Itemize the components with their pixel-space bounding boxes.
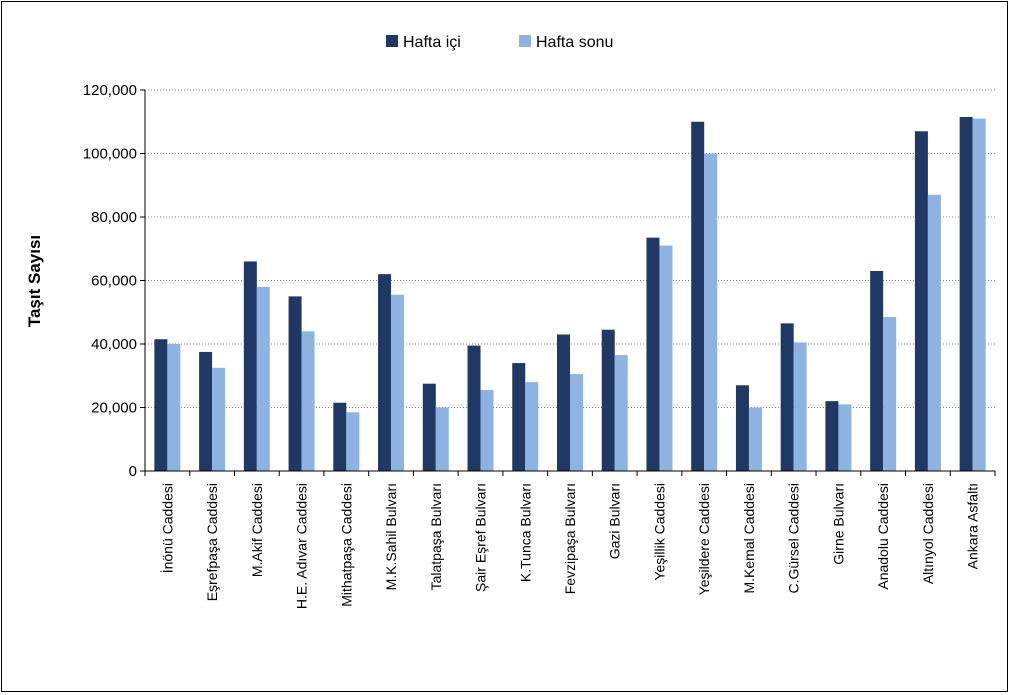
bar-hafta-sonu	[927, 194, 941, 471]
bar-hafta-ici	[825, 401, 839, 471]
bar-hafta-sonu	[167, 344, 181, 471]
y-tick-label: 40,000	[91, 336, 137, 353]
bar-hafta-ici	[959, 116, 973, 472]
x-tick-label: M.Akif Caddesi	[249, 483, 265, 577]
bar-hafta-ici	[557, 334, 570, 471]
legend-label-hafta-ici: Hafta içi	[403, 34, 461, 51]
bar-hafta-ici	[780, 323, 794, 471]
x-tick-label: Ankara Asfaltı	[965, 483, 981, 569]
bar-hafta-ici	[467, 345, 481, 471]
bar-hafta-ici	[735, 385, 749, 471]
x-tick-label: Gazi Bulvarı	[607, 483, 623, 559]
bar-hafta-sonu	[704, 153, 718, 471]
bar-hafta-sonu	[525, 382, 539, 471]
bar-hafta-ici	[378, 274, 392, 471]
bar-hafta-sonu	[570, 374, 583, 471]
bar-hafta-ici	[288, 296, 302, 471]
bar-hafta-sonu	[793, 342, 807, 471]
x-tick-label: H.E. Adıvar Caddesi	[294, 483, 310, 609]
legend: Hafta içi Hafta sonu	[386, 34, 613, 51]
bar-hafta-sonu	[346, 412, 360, 471]
y-tick-label: 60,000	[91, 273, 137, 290]
bar-hafta-ici	[199, 351, 213, 471]
y-axis-label: Taşıt Sayısı	[25, 235, 44, 327]
x-axis-labels: İnönü Caddesi Eşrefpaşa Caddesi M.Akif Cad…	[158, 483, 980, 609]
x-tick-label: Girne Bulvarı	[830, 483, 846, 565]
bar-hafta-ici	[870, 270, 884, 471]
bar-hafta-sonu	[614, 355, 628, 471]
legend-swatch-hafta-ici	[386, 35, 398, 47]
bar-hafta-ici	[601, 329, 615, 471]
y-tick-label: 100,000	[83, 146, 137, 163]
x-tick-label: Şair Eşref Bulvarı	[473, 483, 489, 592]
bar-hafta-ici	[646, 237, 660, 471]
legend-label-hafta-sonu: Hafta sonu	[536, 34, 613, 51]
axes	[144, 90, 996, 476]
x-tick-label: Eşrefpaşa Caddesi	[204, 483, 220, 601]
bar-hafta-sonu	[301, 331, 315, 471]
bar-hafta-ici	[691, 121, 705, 471]
y-tick-label: 120,000	[83, 82, 137, 99]
x-tick-label: İnönü Caddesi	[158, 483, 175, 573]
bar-hafta-sonu	[256, 286, 270, 471]
bar-hafta-sonu	[748, 407, 762, 471]
y-axis-ticks: 0 20,000 40,000 60,000 80,000 100,000 120,000	[83, 82, 145, 480]
bar-hafta-ici	[512, 363, 526, 471]
legend-swatch-hafta-sonu	[519, 35, 531, 47]
x-tick-label: M.Kemal Caddesi	[741, 483, 757, 594]
x-tick-label: Mithatpaşa Caddesi	[338, 483, 354, 607]
x-tick-label: K.Tunca Bulvarı	[517, 483, 533, 582]
x-tick-label: C.Gürsel Caddesi	[786, 483, 802, 594]
bar-hafta-ici	[914, 131, 928, 471]
bar-hafta-ici	[154, 339, 168, 471]
x-tick-label: Yeşillik Caddesi	[651, 483, 667, 581]
bar-hafta-sonu	[212, 367, 226, 471]
x-tick-label: Anadolu Caddesi	[875, 483, 891, 590]
x-tick-label: Yeşildere Caddesi	[696, 483, 712, 595]
y-tick-label: 0	[129, 463, 137, 480]
y-tick-label: 80,000	[91, 209, 137, 226]
x-tick-label: Altınyol Caddesi	[920, 483, 936, 584]
bar-hafta-sonu	[883, 317, 897, 471]
y-tick-label: 20,000	[91, 400, 137, 417]
bar-hafta-ici	[243, 261, 257, 471]
bars	[154, 116, 986, 472]
x-tick-label: Talatpaşa Bulvarı	[428, 483, 444, 590]
bar-hafta-sonu	[480, 390, 494, 471]
bar-hafta-sonu	[391, 294, 405, 471]
bar-hafta-sonu	[659, 245, 673, 471]
bar-hafta-sonu	[435, 407, 449, 471]
x-tick-label: M.K.Sahil Bulvarı	[383, 483, 399, 590]
bar-hafta-ici	[422, 383, 436, 471]
bar-hafta-sonu	[838, 404, 852, 471]
bar-hafta-sonu	[972, 118, 986, 471]
bar-hafta-ici	[333, 402, 347, 471]
x-tick-label: Fevzipaşa Bulvarı	[562, 483, 578, 594]
gridlines	[145, 89, 995, 408]
